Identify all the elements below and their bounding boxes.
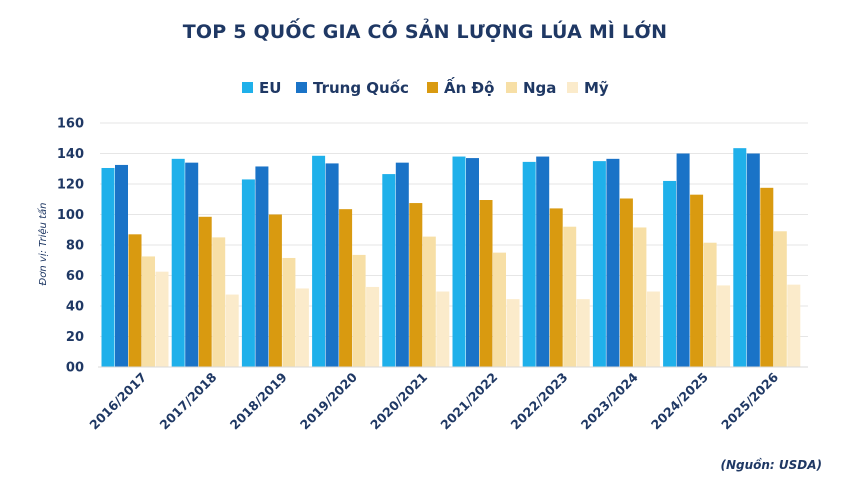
y-tick-label: 100 [57,208,84,223]
bar-1-2016-2017 [101,167,115,367]
bar-2-2019-2020 [325,163,339,367]
source-note: (Nguồn: USDA) [720,458,822,472]
chart-title: TOP 5 QUỐC GIA CÓ SẢN LƯỢNG LÚA MÌ LỚN [183,17,667,43]
legend-swatch-2 [296,82,307,93]
x-tick-label: 2020/2021 [367,370,430,433]
legend-swatch-3 [427,82,438,93]
bar-5-2025-2026 [787,284,801,367]
bar-3-2022-2023 [549,208,563,367]
legend-swatch-1 [242,82,253,93]
bar-4-2018-2019 [282,257,296,367]
bar-2-2021-2022 [466,158,479,367]
bar-5-2021-2022 [506,299,520,367]
legend-label-2: Trung Quốc [313,78,409,97]
bar-5-2018-2019 [295,288,309,367]
x-tick-label: 2018/2019 [227,370,290,433]
bar-4-2022-2023 [563,226,577,367]
bar-3-2016-2017 [128,234,142,367]
bar-3-2021-2022 [479,200,493,367]
x-tick-label: 2021/2022 [437,370,500,433]
bar-4-2020-2021 [422,236,436,367]
legend-label-1: EU [259,79,281,97]
x-tick-label: 2019/2020 [297,369,360,432]
y-tick-label: 160 [57,117,84,132]
bar-4-2023-2024 [633,227,647,367]
bar-3-2023-2024 [619,198,633,367]
bar-2-2017-2018 [185,162,199,367]
bar-2-2023-2024 [606,158,620,367]
bar-2-2016-2017 [115,164,128,367]
bar-5-2022-2023 [576,299,590,367]
bar-5-2016-2017 [155,271,169,367]
bars [101,148,801,367]
legend-label-3: Ấn Độ [444,76,494,97]
legend-swatch-5 [567,82,578,93]
bar-1-2024-2025 [663,180,677,367]
legend-label-4: Nga [523,79,556,97]
bar-3-2018-2019 [268,214,282,367]
bar-4-2025-2026 [773,231,787,367]
x-tick-label: 2022/2023 [508,370,571,433]
legend-swatch-4 [506,82,517,93]
legend: EU Trung Quốc Ấn Độ Nga Mỹ [242,76,609,97]
y-tick-label: 60 [66,269,84,284]
bar-1-2017-2018 [171,158,185,367]
legend-label-5: Mỹ [584,79,609,97]
y-tick-label: 80 [66,239,84,254]
bar-5-2024-2025 [717,285,731,367]
bar-2-2018-2019 [255,166,269,367]
bar-4-2017-2018 [212,237,226,367]
x-tick-label: 2017/2018 [157,370,220,433]
bar-2-2022-2023 [536,156,550,367]
bar-4-2019-2020 [352,254,366,367]
y-tick-label: 40 [66,300,84,315]
bar-5-2020-2021 [436,291,450,367]
bar-2-2025-2026 [746,153,760,367]
bar-5-2017-2018 [225,294,239,367]
x-tick-label: 2016/2017 [86,370,149,433]
x-tick-label: 2023/2024 [578,369,641,432]
y-tick-label: 00 [66,361,84,376]
bar-3-2020-2021 [409,203,423,367]
bar-1-2023-2024 [592,161,606,367]
bar-1-2019-2020 [312,155,326,367]
bar-3-2017-2018 [198,216,212,367]
bar-4-2024-2025 [703,242,717,367]
bar-4-2016-2017 [142,256,155,367]
x-axis-ticks: 2016/2017 2017/2018 2018/2019 2019/2020 2020… [86,369,781,432]
bar-3-2024-2025 [690,194,704,367]
y-axis-label: Đơn vị: Triệu tấn [37,203,49,286]
y-tick-label: 120 [57,178,84,193]
bar-1-2018-2019 [241,179,255,367]
bar-5-2023-2024 [646,291,660,367]
y-tick-label: 140 [57,147,84,162]
bar-2-2020-2021 [395,162,409,367]
y-tick-label: 20 [66,330,84,345]
y-axis-ticks: 00 20 40 60 80 100 120 140 160 [57,117,84,376]
bar-5-2019-2020 [366,286,380,367]
bar-3-2025-2026 [760,187,774,367]
bar-1-2022-2023 [522,161,536,367]
bar-1-2020-2021 [382,174,396,367]
bar-1-2021-2022 [452,156,466,367]
bar-1-2025-2026 [733,148,747,367]
x-tick-label: 2024/2025 [648,370,711,433]
bar-2-2024-2025 [676,153,690,367]
bar-4-2021-2022 [493,252,506,367]
bar-3-2019-2020 [339,209,353,367]
x-tick-label: 2025/2026 [718,369,781,432]
